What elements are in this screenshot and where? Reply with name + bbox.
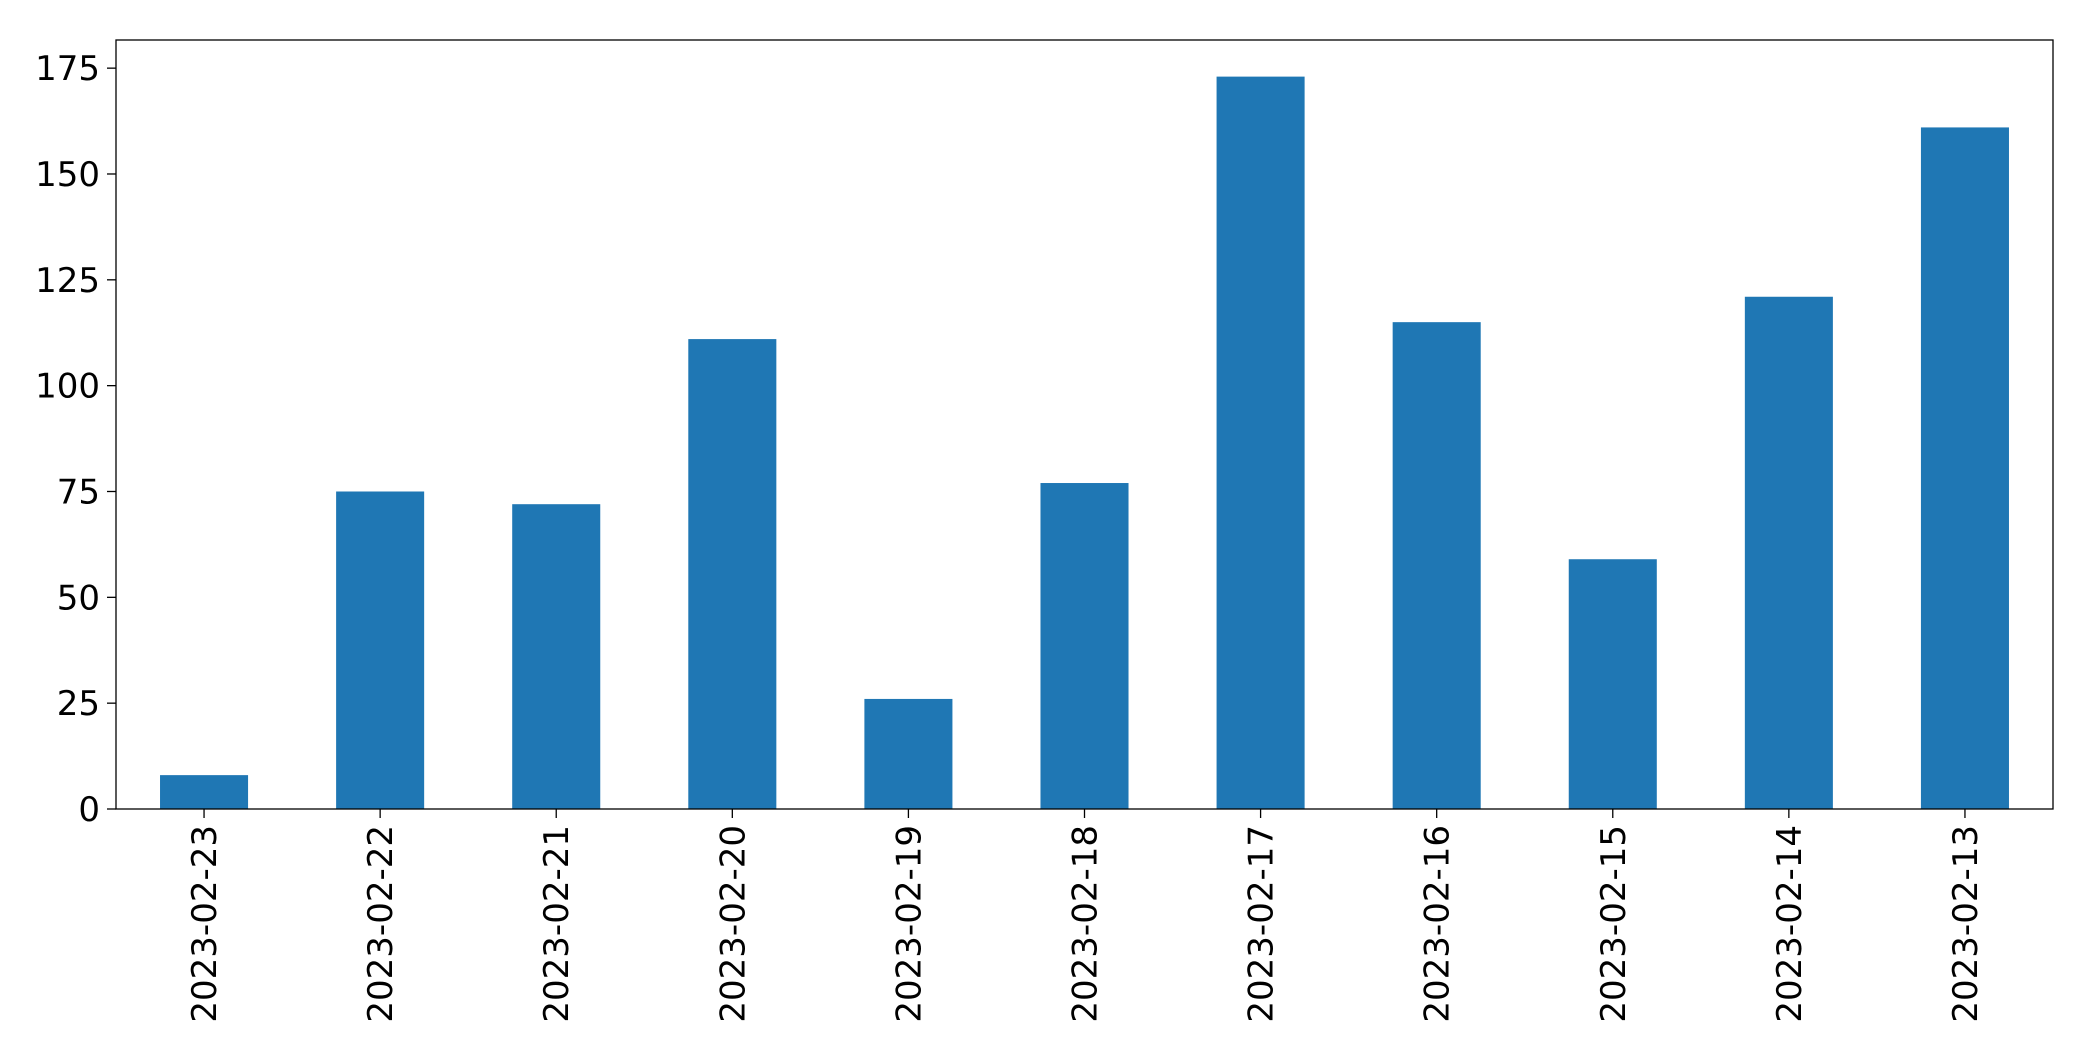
bar xyxy=(1216,76,1305,810)
x-tick-label: 2023-02-17 xyxy=(1242,825,1282,1023)
x-tick-label: 2023-02-13 xyxy=(1946,825,1986,1023)
bar xyxy=(688,339,777,809)
bar xyxy=(1920,127,2009,809)
x-tick-label: 2023-02-21 xyxy=(537,825,577,1023)
bar xyxy=(1392,322,1481,809)
y-tick-label: 0 xyxy=(78,790,100,830)
y-tick-label: 25 xyxy=(57,684,100,724)
y-tick-label: 150 xyxy=(35,155,100,195)
x-tick-label: 2023-02-22 xyxy=(361,825,401,1023)
x-tick-label: 2023-02-23 xyxy=(185,825,225,1023)
bar xyxy=(1568,559,1657,809)
bar xyxy=(1040,483,1129,809)
y-tick-label: 75 xyxy=(57,472,100,512)
y-tick-label: 175 xyxy=(35,49,100,89)
y-tick-label: 125 xyxy=(35,261,100,301)
x-tick-label: 2023-02-16 xyxy=(1418,825,1458,1023)
x-tick-label: 2023-02-15 xyxy=(1594,825,1634,1023)
x-tick-label: 2023-02-19 xyxy=(889,825,929,1023)
bar xyxy=(864,698,953,809)
x-tick-label: 2023-02-14 xyxy=(1770,825,1810,1023)
axes-frame xyxy=(115,39,2054,810)
bar xyxy=(512,504,601,809)
y-tick-label: 100 xyxy=(35,367,100,407)
y-tick-label: 50 xyxy=(57,578,100,618)
bar xyxy=(1744,296,1833,809)
x-tick-label: 2023-02-20 xyxy=(713,825,753,1023)
bar xyxy=(160,775,249,809)
x-tick-label: 2023-02-18 xyxy=(1066,825,1106,1023)
bar xyxy=(336,491,425,809)
